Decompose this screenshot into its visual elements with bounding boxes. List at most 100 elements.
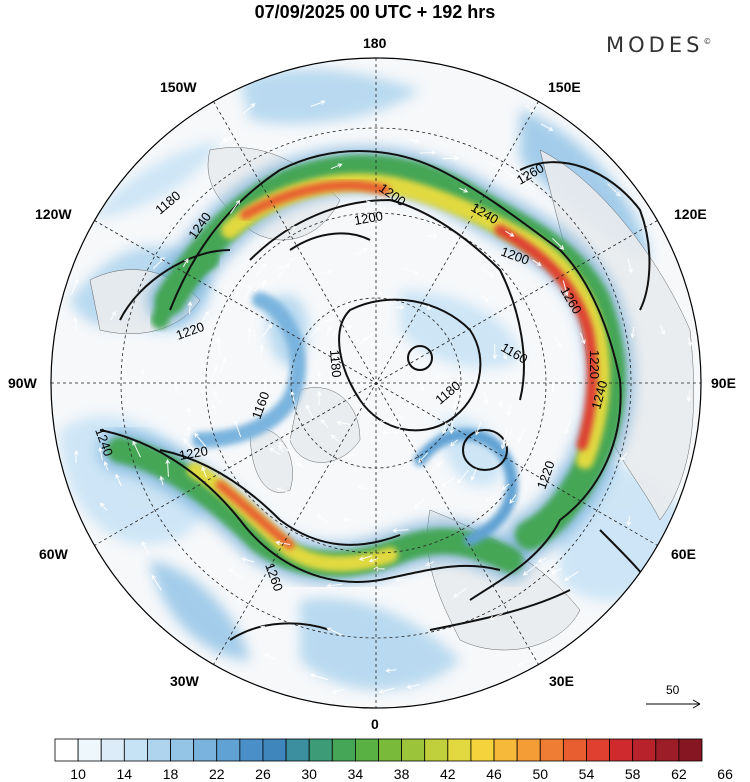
meridian-label-60w: 60W (39, 546, 68, 562)
wind-arrow (355, 336, 368, 348)
wind-arrow (607, 183, 621, 197)
copyright-mark: © (703, 37, 712, 46)
wind-arrow (480, 267, 495, 278)
wind-arrow (325, 325, 332, 337)
wind-arrow (138, 368, 145, 387)
wind-arrow (485, 495, 496, 502)
height-contours (99, 150, 661, 641)
graticule (51, 58, 701, 708)
wind-arrow (244, 284, 252, 301)
wind-arrow (290, 390, 295, 403)
wind-arrow (356, 200, 371, 207)
wind-arrow (449, 439, 459, 447)
wind-arrow (331, 688, 344, 694)
wind-arrow (413, 497, 426, 509)
colorbar-swatch (586, 738, 610, 762)
wind-arrow (321, 316, 335, 324)
wind-arrow (310, 673, 329, 681)
colorbar-swatch (262, 738, 287, 762)
wind-arrow (132, 440, 141, 458)
wind-arrow (553, 336, 562, 348)
meridian-label-150w: 150W (160, 79, 197, 95)
wind-arrow (212, 390, 222, 405)
wind-arrow (416, 377, 425, 392)
wind-arrow (377, 417, 397, 425)
colorbar-tick-label: 54 (578, 766, 595, 782)
colorbar-tick-label: 66 (717, 766, 733, 782)
wind-arrow (281, 225, 298, 231)
map-title: 07/09/2025 00 UTC + 192 hrs (254, 2, 496, 22)
wind-arrow (409, 138, 420, 144)
wind-arrow (224, 131, 237, 144)
wind-arrow (520, 178, 536, 191)
colorbar-tick-label: 46 (486, 766, 502, 782)
wind-arrow (316, 513, 330, 524)
wind-arrow (532, 259, 542, 266)
wind-arrow (525, 104, 535, 113)
wind-arrow (440, 477, 455, 487)
wind-arrow (216, 337, 222, 356)
wind-arrow (381, 430, 401, 436)
wind-arrow (498, 398, 503, 408)
wind-arrow (276, 487, 294, 495)
contour-label: 1180 (327, 349, 344, 378)
wind-arrow (141, 540, 150, 556)
colorbar-tick-label: 14 (116, 766, 133, 782)
colorbar-tick-label: 62 (671, 766, 687, 782)
colorbar-swatch (401, 738, 426, 762)
wind-arrow (483, 392, 489, 405)
wind-arrow (501, 346, 508, 360)
wind-arrow (489, 612, 503, 621)
wind-arrow (320, 419, 329, 429)
wind-arrow (265, 395, 271, 408)
wind-arrow (517, 659, 528, 667)
meridian-label-180: 180 (363, 35, 387, 51)
wind-arrow (316, 390, 322, 406)
wind-arrow (479, 294, 490, 303)
wind-arrow (470, 468, 477, 481)
wind-arrow (326, 627, 344, 637)
colorbar-swatch (378, 738, 403, 762)
colorbar-tick-label: 34 (347, 766, 364, 782)
wind-arrow (103, 461, 109, 471)
wind-arrow (278, 442, 293, 455)
wind-arrow (453, 587, 467, 598)
contour-label: 1240 (588, 379, 610, 411)
wind-arrow (110, 310, 116, 321)
colorbar-tick-label: 22 (208, 766, 225, 782)
wind-arrow (278, 688, 288, 694)
wind-arrow (537, 557, 547, 563)
wind-arrow (247, 327, 252, 345)
wind-arrow (378, 687, 395, 694)
wind-arrow (564, 571, 579, 581)
wind-arrow (73, 450, 79, 464)
meridian-label-60e: 60E (671, 546, 696, 562)
colorbar-swatch (285, 738, 310, 762)
wind-arrow (122, 358, 128, 376)
wind-arrow (392, 528, 409, 533)
wind-arrow (385, 668, 397, 673)
wind-arrow (260, 625, 274, 632)
wind-arrow (449, 419, 455, 435)
contour-label: 1220 (587, 350, 602, 379)
wind-arrow (425, 561, 435, 566)
wind-arrow (151, 574, 162, 591)
wind-arrow (522, 563, 538, 576)
wind-arrow (174, 384, 180, 396)
wind-reference-label: 50 (666, 683, 680, 697)
wind-arrow (395, 304, 405, 310)
colorbar-swatch (100, 738, 125, 762)
contour-label: 1200 (353, 208, 384, 228)
colorbar (54, 738, 703, 762)
wind-arrow (356, 484, 367, 490)
wind-arrow (277, 263, 290, 279)
wind-arrow (259, 344, 265, 356)
wind-arrow (241, 557, 255, 563)
wind-arrow (436, 460, 444, 468)
meridian-label-90e: 90E (711, 375, 736, 391)
wind-arrow (219, 137, 228, 146)
wind-arrow (345, 452, 357, 458)
wind-arrow (159, 475, 164, 486)
wind-arrow (517, 428, 525, 443)
colorbar-swatch (170, 738, 195, 762)
